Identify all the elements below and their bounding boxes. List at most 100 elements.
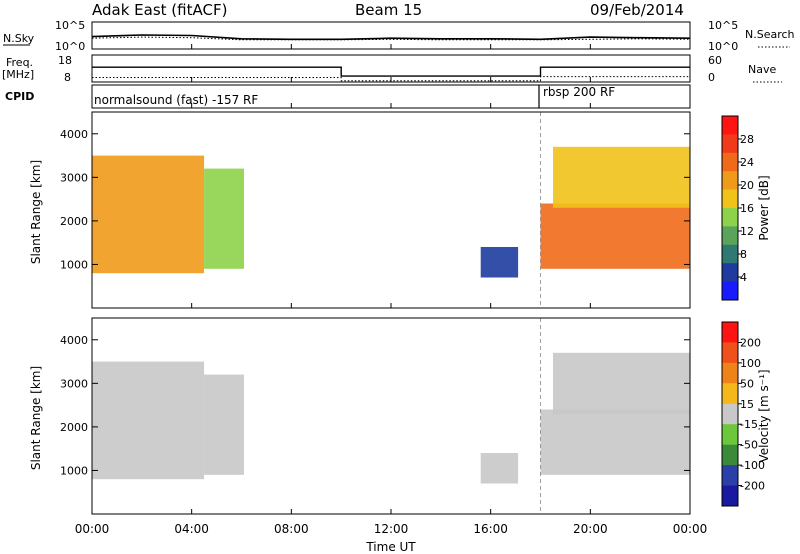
nsky-right-tick-top: 10^5: [708, 19, 738, 32]
velocity-region-5: [553, 352, 690, 414]
velocity-region-2: [204, 374, 244, 475]
nsky-series-nsearch: [91, 36, 691, 41]
velocity-region-3: [480, 453, 519, 484]
velocity-data: [92, 318, 690, 514]
station-title: Adak East (fitACF): [92, 1, 227, 19]
xtick-label-5: 16:00: [473, 522, 508, 536]
velocity-colorbar-tick-label-8: -200: [740, 480, 765, 493]
power-colorbar-tick-label-5: 20: [740, 179, 754, 192]
freq-series: [92, 66, 690, 82]
power-region-5: [553, 146, 690, 208]
power-colorbar-swatch-7: [722, 226, 738, 246]
date-title: 09/Feb/2014: [590, 1, 684, 19]
velocity-region-4: [540, 409, 690, 475]
xtick-label-1: 00:00: [75, 522, 110, 536]
velocity-colorbar-tick-label-7: -100: [740, 459, 765, 472]
power-colorbar-tick-label-2: 8: [740, 248, 747, 261]
power-panel: 1000 2000 3000 4000 Slant Range [km] 4 8 12 16…: [29, 111, 771, 309]
velocity-colorbar-frame: [721, 321, 739, 507]
velocity-ytick-label-1000: 1000: [60, 464, 88, 477]
power-ytick-label-3000: 3000: [60, 171, 88, 184]
freq-label-line2: [MHz]: [2, 68, 34, 81]
velocity-colorbar-label: Velocity [m s⁻¹]: [757, 369, 771, 462]
power-data: [92, 112, 690, 308]
xtick-label-7: 00:00: [673, 522, 708, 536]
power-colorbar-swatch-1: [722, 116, 738, 135]
xtick-label-3: 08:00: [274, 522, 309, 536]
power-ytick-label-2000: 2000: [60, 215, 88, 228]
nsky-series: [91, 34, 691, 41]
power-yticks: 1000 2000 3000 4000: [60, 128, 690, 271]
velocity-region-1: [92, 361, 205, 480]
power-region-4: [540, 203, 690, 269]
nsky-panel: N.Sky 10^5 10^0 10^5 10^0 N.Search: [3, 19, 795, 53]
velocity-colorbar-swatch-7: [722, 444, 738, 466]
power-colorbar-tick-label-3: 12: [740, 225, 754, 238]
power-colorbar-swatch-8: [722, 244, 738, 264]
freq-panel: Freq. [MHz] 18 8 60 0 Nave: [2, 54, 782, 84]
power-ytick-label-4000: 4000: [60, 128, 88, 141]
freq-left-tick-bottom: 8: [64, 71, 71, 84]
xtick-label-4: 12:00: [374, 522, 409, 536]
velocity-colorbar-tick-label-5: -15: [740, 418, 758, 431]
power-ytick-label-1000: 1000: [60, 258, 88, 271]
nsky-left-tick-top: 10^5: [55, 19, 85, 32]
velocity-ylabel: Slant Range [km]: [29, 366, 43, 470]
nsearch-label: N.Search: [745, 28, 795, 41]
power-colorbar-swatch-5: [722, 189, 738, 209]
power-region-3: [480, 247, 519, 278]
velocity-colorbar-swatch-5: [722, 403, 738, 425]
nsky-right-tick-bottom: 10^0: [708, 40, 738, 53]
freq-series-line: [92, 66, 690, 77]
velocity-colorbar-swatch-2: [722, 342, 738, 364]
power-colorbar-swatch-9: [722, 263, 738, 283]
nsky-left-tick-bottom: 10^0: [55, 40, 85, 53]
freq-left-tick-top: 18: [58, 54, 72, 67]
velocity-ytick-label-4000: 4000: [60, 334, 88, 347]
velocity-panel: 1000 2000 3000 4000 Slant Range [km] 200 100…: [29, 317, 771, 515]
velocity-colorbar-swatch-8: [722, 465, 738, 486]
velocity-colorbar-swatch-1: [722, 322, 738, 343]
cpid-segment-2: rbsp 200 RF: [543, 85, 615, 99]
cpid-label: CPID: [5, 90, 34, 103]
velocity-colorbar-tick-label-6: -50: [740, 439, 758, 452]
cpid-panel: CPID normalsound (fast) -157 RF rbsp 200…: [5, 84, 691, 109]
velocity-colorbar-tick-label-4: 15: [740, 398, 754, 411]
power-colorbar-swatch-10: [722, 281, 738, 301]
cpid-segment-1: normalsound (fast) -157 RF: [94, 93, 258, 107]
power-ylabel: Slant Range [km]: [29, 160, 43, 264]
velocity-colorbar-swatch-6: [722, 424, 738, 446]
power-colorbar-tick-label-7: 28: [740, 133, 754, 146]
power-region-1: [92, 155, 205, 274]
power-colorbar-tick-label-4: 16: [740, 202, 754, 215]
power-colorbar-swatch-2: [722, 134, 738, 154]
velocity-ytick-label-3000: 3000: [60, 377, 88, 390]
nave-series-line: [92, 76, 690, 82]
power-colorbar-swatch-3: [722, 152, 738, 172]
velocity-yticks: 1000 2000 3000 4000: [60, 334, 690, 477]
velocity-colorbar-swatch-9: [722, 485, 738, 507]
xtick-label-6: 20:00: [573, 522, 608, 536]
xaxis-label: Time UT: [365, 540, 416, 554]
power-colorbar-tick-label-1: 4: [740, 271, 747, 284]
freq-label-line1: Freq.: [6, 56, 33, 69]
power-colorbar: 4 8 12 16 20 24 28: [721, 115, 754, 301]
power-colorbar-tick-label-6: 24: [740, 156, 754, 169]
velocity-colorbar-tick-label-2: 100: [740, 357, 761, 370]
velocity-colorbar-tick-label-1: 200: [740, 336, 761, 349]
nave-label: Nave: [748, 63, 776, 76]
velocity-colorbar-tick-label-3: 50: [740, 377, 754, 390]
nsky-label: N.Sky: [3, 32, 35, 45]
velocity-ytick-label-2000: 2000: [60, 421, 88, 434]
freq-right-tick-bottom: 0: [708, 71, 715, 84]
power-colorbar-label: Power [dB]: [757, 175, 771, 240]
xtick-label-2: 04:00: [174, 522, 209, 536]
velocity-colorbar: 200 100 50 15 -15 -50 -100 -200: [721, 321, 765, 507]
beam-title: Beam 15: [355, 1, 422, 19]
time-axis: 00:00 04:00 08:00 12:00 16:00 20:00 00:00: [75, 44, 708, 536]
nsky-series-nsky: [91, 34, 691, 41]
velocity-colorbar-swatch-4: [722, 383, 738, 405]
velocity-colorbar-swatch-3: [722, 362, 738, 384]
freq-right-tick-top: 60: [708, 54, 722, 67]
